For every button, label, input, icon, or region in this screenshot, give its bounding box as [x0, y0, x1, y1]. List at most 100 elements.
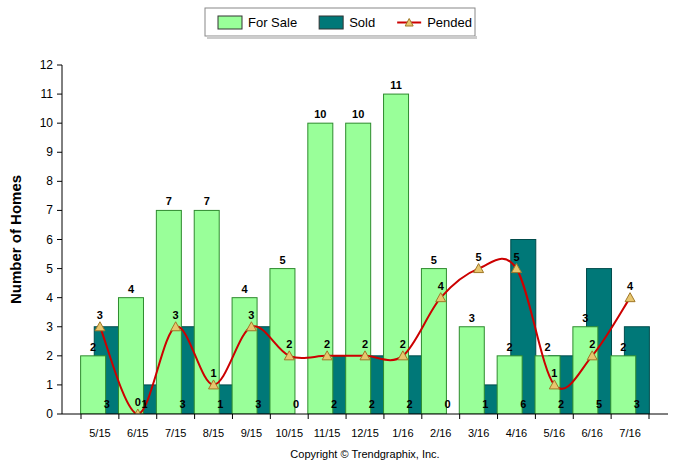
x-tick-label: 3/16 [468, 427, 489, 439]
marker [246, 322, 256, 331]
line [100, 259, 630, 414]
y-tick [57, 355, 62, 356]
bar [194, 210, 219, 414]
data-label: 3 [173, 309, 179, 321]
bar [81, 356, 106, 414]
x-tick-label: 5/16 [544, 427, 565, 439]
data-label: 1 [551, 367, 557, 379]
data-label: 2 [286, 338, 292, 350]
bar [497, 356, 522, 414]
y-tick-label: 7 [46, 203, 53, 217]
legend-label: For Sale [248, 15, 297, 30]
data-label: 3 [179, 398, 185, 410]
data-label: 3 [634, 398, 640, 410]
y-tick-label: 5 [46, 262, 53, 276]
x-tick [421, 414, 422, 419]
x-tick [270, 414, 271, 419]
x-tick [194, 414, 195, 419]
y-tick [57, 123, 62, 124]
data-label: 6 [520, 398, 526, 410]
bar [346, 123, 371, 414]
y-axis-title: Number of Homes [7, 175, 24, 304]
data-label: 2 [369, 398, 375, 410]
bar [459, 327, 484, 414]
x-tick [81, 414, 82, 419]
marker [511, 264, 521, 273]
marker [474, 264, 484, 273]
data-label: 5 [513, 251, 519, 263]
y-tick-label: 0 [46, 407, 53, 421]
data-label: 0 [135, 396, 141, 408]
x-tick-label: 6/16 [581, 427, 602, 439]
x-tick [156, 414, 157, 419]
x-tick [535, 414, 536, 419]
y-tick-label: 3 [46, 320, 53, 334]
legend-box [205, 8, 475, 36]
y-tick [57, 414, 62, 415]
bar [421, 269, 446, 414]
legend-swatch [319, 16, 343, 29]
data-label: 2 [90, 341, 96, 353]
footer: Copyright © Trendgraphix, Inc. [290, 448, 439, 460]
data-label: 1 [210, 367, 216, 379]
bar [573, 327, 598, 414]
x-tick-label: 8/15 [203, 427, 224, 439]
x-tick-label: 5/15 [89, 427, 110, 439]
x-tick [649, 414, 650, 419]
data-label: 4 [438, 280, 445, 292]
x-tick [118, 414, 119, 419]
y-tick-label: 1 [46, 378, 53, 392]
x-tick-label: 2/16 [430, 427, 451, 439]
data-label: 4 [128, 283, 135, 295]
y-tick-label: 4 [46, 291, 53, 305]
y-tick [57, 268, 62, 269]
x-tick-label: 10/15 [276, 427, 304, 439]
data-label: 3 [469, 312, 475, 324]
x-tick-label: 7/15 [165, 427, 186, 439]
data-label: 2 [324, 338, 330, 350]
data-label: 2 [589, 338, 595, 350]
data-label: 4 [627, 280, 634, 292]
bar [118, 298, 143, 414]
data-label: 3 [255, 398, 261, 410]
data-label: 0 [444, 398, 450, 410]
bar [384, 94, 409, 414]
marker [171, 322, 181, 331]
y-tick-label: 10 [40, 116, 54, 130]
x-tick-label: 11/15 [314, 427, 341, 439]
y-axis [62, 65, 63, 414]
marker [625, 293, 635, 302]
chart: 0123456789101112Number of Homes5/156/157… [0, 0, 688, 470]
legend: For SaleSoldPended [205, 8, 477, 39]
data-label: 0 [293, 398, 299, 410]
y-tick [57, 181, 62, 182]
data-label: 2 [620, 341, 626, 353]
data-label: 5 [476, 251, 482, 263]
data-label: 5 [279, 254, 285, 266]
marker [284, 351, 294, 360]
marker [549, 380, 559, 389]
data-label: 2 [407, 398, 413, 410]
y-tick [57, 65, 62, 66]
y-tick [57, 326, 62, 327]
data-label: 1 [142, 398, 148, 410]
y-tick [57, 239, 62, 240]
x-tick [308, 414, 309, 419]
data-label: 3 [104, 398, 110, 410]
marker [436, 293, 446, 302]
y-tick [57, 152, 62, 153]
x-tick-label: 4/16 [506, 427, 527, 439]
x-tick [232, 414, 233, 419]
y-tick-label: 8 [46, 174, 53, 188]
data-labels: 2477451010115322323131302220162533031322… [90, 79, 640, 410]
data-label: 1 [217, 398, 223, 410]
data-label: 3 [248, 309, 254, 321]
data-label: 5 [596, 398, 602, 410]
bar [156, 210, 181, 414]
marker [398, 351, 408, 360]
y-tick-label: 12 [40, 58, 54, 72]
y-tick-label: 9 [46, 145, 53, 159]
y-tick [57, 297, 62, 298]
y-tick [57, 94, 62, 95]
marker [587, 351, 597, 360]
